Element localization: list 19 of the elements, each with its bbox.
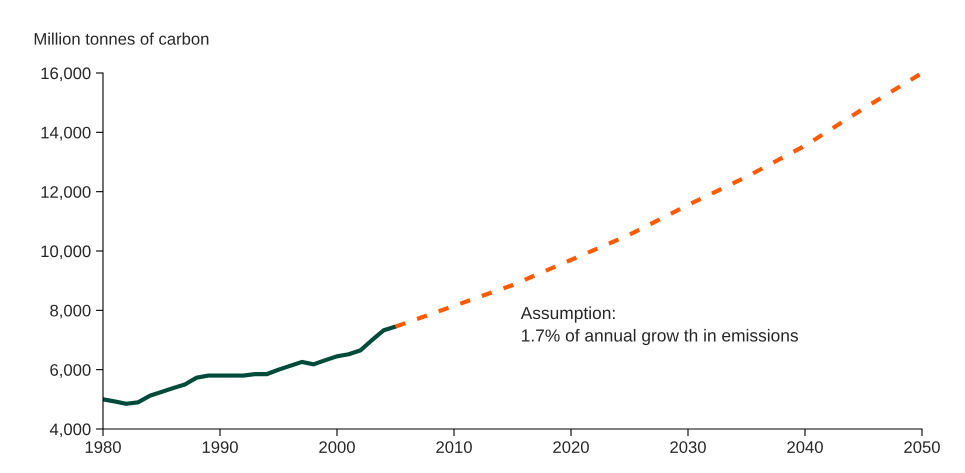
- y-axis-title: Million tonnes of carbon: [34, 32, 208, 45]
- x-tick-label: 2040: [787, 441, 823, 454]
- line-series: [103, 324, 398, 406]
- x-tick-label: 1990: [202, 441, 238, 454]
- x-tick-label: 2000: [319, 441, 355, 454]
- x-tick-label: 2050: [904, 441, 940, 454]
- x-tick-label: 2030: [670, 441, 706, 454]
- line-series: [393, 73, 922, 329]
- y-tick-label: 10,000: [41, 245, 91, 260]
- y-tick-label: 4,000: [50, 423, 91, 438]
- y-tick-label: 12,000: [41, 186, 91, 200]
- annotation: Assumption: 1.7% of annual grow th in emissions: [520, 306, 798, 346]
- x-tick-label: 2020: [553, 441, 589, 454]
- y-tick-label: 16,000: [41, 67, 91, 82]
- x-tick-label: 2010: [436, 441, 472, 454]
- y-tick-label: 8,000: [50, 304, 91, 319]
- y-tick-label: 14,000: [41, 126, 91, 141]
- x-tick-label: 1980: [86, 441, 121, 454]
- y-tick-label: 6,000: [50, 364, 91, 378]
